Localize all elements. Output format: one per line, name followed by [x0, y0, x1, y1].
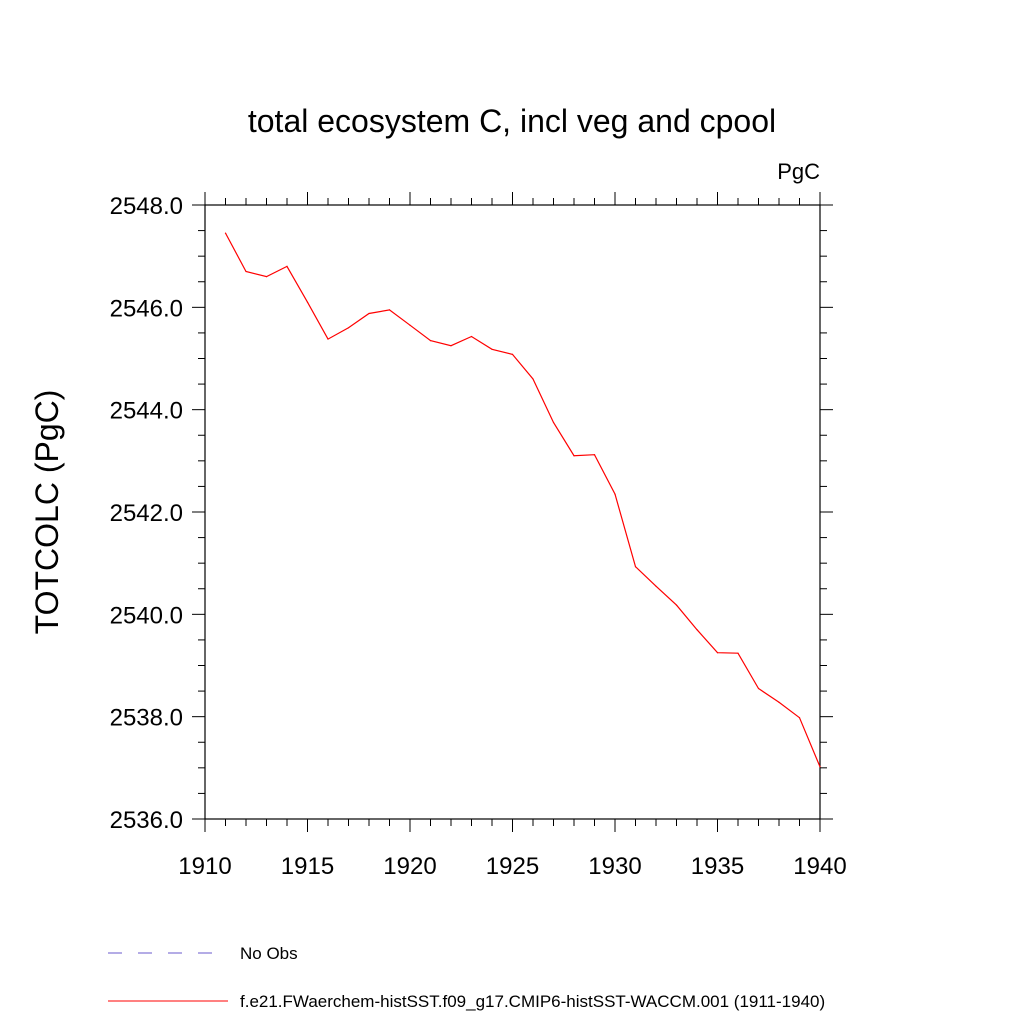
- legend-label: No Obs: [240, 944, 298, 963]
- data-point: [306, 301, 309, 303]
- x-tick-label: 1915: [281, 853, 334, 880]
- chart-title: total ecosystem C, incl veg and cpool: [248, 103, 776, 139]
- data-point: [511, 353, 514, 356]
- data-point: [778, 701, 780, 703]
- data-point: [388, 309, 391, 311]
- data-point: [245, 270, 247, 273]
- data-point: [429, 339, 432, 342]
- x-tick-label: 1920: [383, 853, 436, 880]
- data-point: [409, 324, 411, 326]
- data-point: [265, 276, 268, 278]
- units-label: PgC: [777, 159, 820, 184]
- data-point: [696, 629, 698, 631]
- y-tick-label: 2538.0: [110, 705, 183, 732]
- data-point: [819, 766, 821, 768]
- axis-tick-labels: 2536.0 2538.0 2540.0 2542.0 2544.0 2546.0 2548…: [110, 193, 847, 880]
- data-point: [224, 232, 227, 234]
- y-tick-label: 2542.0: [110, 500, 183, 527]
- legend-label: f.e21.FWaerchem-histSST.f09_g17.CMIP6-hi…: [240, 992, 825, 1011]
- y-tick-label: 2544.0: [110, 398, 183, 425]
- y-tick-label: 2540.0: [110, 602, 183, 629]
- x-tick-label: 1940: [793, 853, 846, 880]
- data-point: [491, 348, 493, 350]
- plot-frame: [204, 204, 821, 820]
- data-point: [532, 378, 534, 380]
- data-point: [470, 335, 473, 338]
- x-tick-label: 1930: [588, 853, 641, 880]
- y-tick-label: 2548.0: [110, 193, 183, 220]
- data-point: [757, 687, 760, 690]
- legend: No Obs f.e21.FWaerchem-histSST.f09_g17.CM…: [108, 944, 825, 1011]
- data-point: [737, 652, 739, 654]
- data-point: [614, 493, 616, 495]
- data-point: [327, 338, 329, 340]
- data-point: [573, 455, 575, 457]
- y-axis-title: TOTCOLC (PgC): [29, 390, 65, 635]
- data-point: [798, 717, 801, 719]
- data-point: [634, 566, 637, 568]
- data-point: [347, 327, 350, 329]
- y-tick-label: 2546.0: [110, 295, 183, 322]
- x-tick-label: 1910: [178, 853, 231, 880]
- data-point: [655, 585, 657, 587]
- data-point: [450, 345, 452, 347]
- data-point: [368, 312, 370, 315]
- axis-ticks: [192, 192, 833, 832]
- series-layer: [224, 232, 821, 768]
- data-point: [593, 454, 596, 456]
- series-line: [224, 232, 821, 768]
- data-point: [675, 604, 678, 606]
- data-point: [716, 652, 719, 654]
- x-tick-label: 1935: [691, 853, 744, 880]
- data-point: [552, 421, 555, 424]
- x-tick-label: 1925: [486, 853, 539, 880]
- y-tick-label: 2536.0: [110, 807, 183, 834]
- data-point: [286, 265, 288, 267]
